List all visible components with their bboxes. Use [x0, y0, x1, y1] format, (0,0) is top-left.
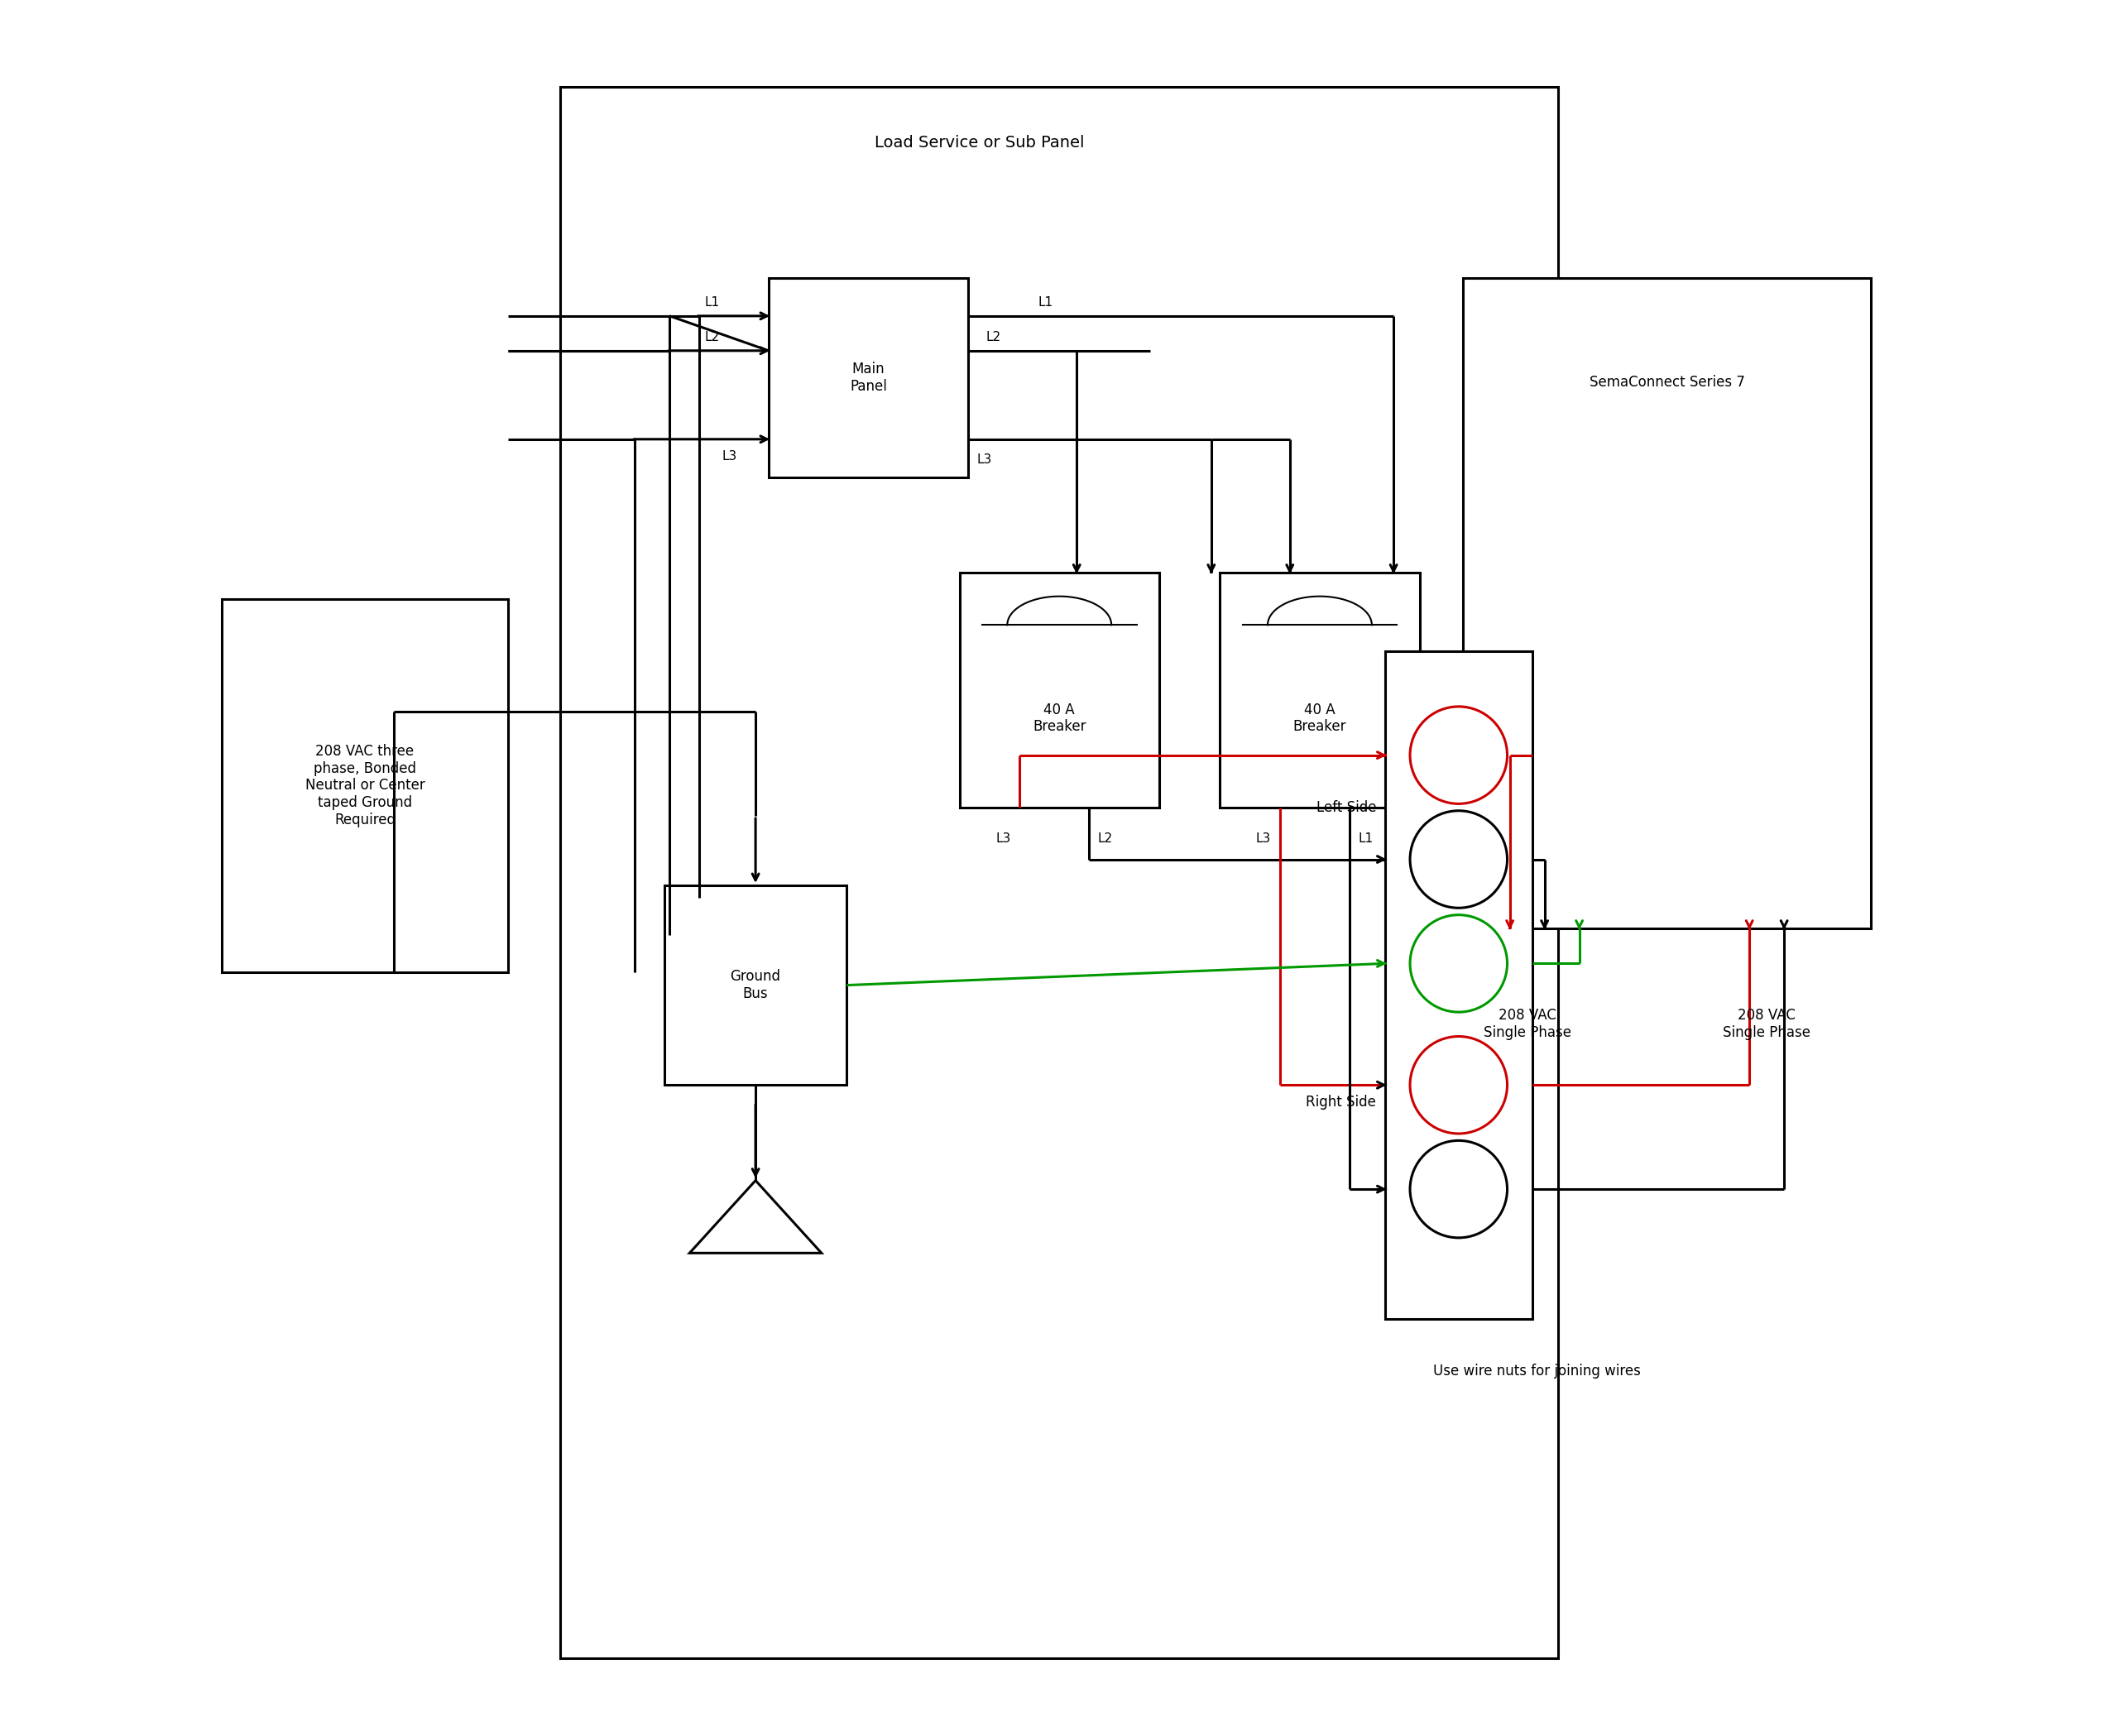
Text: Use wire nuts for joining wires: Use wire nuts for joining wires [1433, 1364, 1642, 1378]
Text: L3: L3 [977, 453, 992, 467]
Text: SemaConnect Series 7: SemaConnect Series 7 [1589, 375, 1745, 389]
Text: Ground
Bus: Ground Bus [730, 969, 781, 1002]
Bar [222, 599, 509, 972]
Text: L2: L2 [1097, 832, 1112, 845]
Text: L3: L3 [1255, 832, 1270, 845]
Text: Main
Panel: Main Panel [850, 361, 886, 394]
Text: L1: L1 [1038, 295, 1053, 309]
Text: 208 VAC three
phase, Bonded
Neutral or Center
taped Ground
Required: 208 VAC three phase, Bonded Neutral or C… [306, 743, 424, 828]
Bar [561, 87, 1559, 1658]
Text: L1: L1 [705, 295, 720, 309]
Bar [768, 278, 968, 477]
Text: 40 A
Breaker: 40 A Breaker [1032, 701, 1087, 734]
Bar [665, 885, 846, 1085]
Text: L1: L1 [1359, 832, 1374, 845]
Bar [1220, 573, 1420, 807]
Text: 208 VAC
Single Phase: 208 VAC Single Phase [1724, 1009, 1810, 1040]
Text: L3: L3 [722, 450, 736, 464]
Text: 208 VAC
Single Phase: 208 VAC Single Phase [1483, 1009, 1572, 1040]
Bar [1462, 278, 1872, 929]
Text: 40 A
Breaker: 40 A Breaker [1293, 701, 1346, 734]
Text: L3: L3 [996, 832, 1011, 845]
Text: Right Side: Right Side [1306, 1095, 1376, 1109]
Text: L2: L2 [705, 330, 720, 344]
Text: Left Side: Left Side [1317, 800, 1376, 814]
Bar [1384, 651, 1532, 1319]
Bar [960, 573, 1158, 807]
Text: L2: L2 [985, 330, 1000, 344]
Text: Load Service or Sub Panel: Load Service or Sub Panel [876, 134, 1085, 151]
